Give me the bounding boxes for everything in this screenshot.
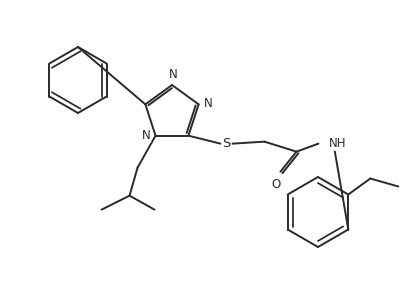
Text: N: N <box>203 97 212 110</box>
Text: N: N <box>168 68 177 81</box>
Text: S: S <box>222 137 230 150</box>
Text: NH: NH <box>328 137 345 150</box>
Text: O: O <box>271 178 280 191</box>
Text: N: N <box>142 129 150 142</box>
